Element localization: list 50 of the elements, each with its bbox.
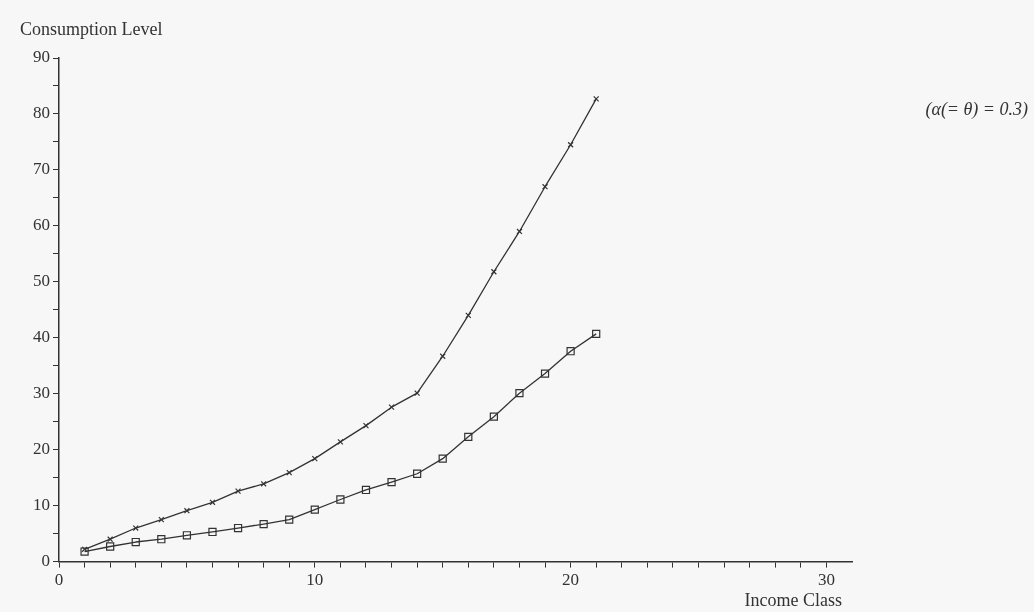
point (157, 535, 166, 544)
y-tick-label: 50 (33, 271, 50, 291)
y-tick-label: 40 (33, 327, 50, 347)
point (286, 469, 293, 476)
point (412, 469, 422, 478)
point (182, 531, 192, 540)
x-tick-label: 0 (54, 570, 64, 590)
y-tick-label: 10 (33, 495, 50, 515)
point (567, 141, 574, 148)
point (540, 369, 550, 378)
point (489, 412, 499, 421)
y-tick-label: 20 (33, 439, 50, 459)
y-tick-label: 0 (41, 551, 50, 571)
x-tick-label: 20 (562, 570, 580, 590)
x-tick-label: 10 (306, 570, 324, 590)
point (465, 312, 472, 319)
point (208, 527, 217, 537)
point (336, 495, 345, 504)
y-tick-label: 80 (33, 103, 50, 123)
y-tick-label: 90 (33, 47, 50, 67)
point (260, 480, 267, 487)
point (490, 268, 497, 275)
y-tick-label: 70 (33, 159, 50, 179)
y-tick-label: 60 (33, 215, 50, 235)
point (183, 507, 190, 514)
point (132, 524, 139, 532)
point (566, 347, 575, 356)
point (337, 438, 344, 445)
point (285, 515, 294, 524)
point (464, 432, 473, 441)
point (131, 537, 140, 547)
point (362, 422, 370, 429)
y-axis-title: Consumption Level (20, 19, 163, 39)
point (106, 542, 115, 551)
y-tick-label: 30 (33, 383, 50, 403)
point (541, 183, 549, 190)
x-axis-title: Income Class (744, 589, 842, 610)
point (209, 499, 216, 506)
point (387, 478, 396, 487)
text: (α(= θ) = 0.3) (925, 98, 1028, 120)
point (233, 523, 243, 533)
point (259, 519, 268, 529)
x-tick-label: 30 (817, 570, 835, 590)
point (592, 329, 601, 338)
point (515, 389, 524, 398)
point (438, 454, 447, 463)
point (361, 485, 371, 495)
point (311, 455, 318, 462)
point (388, 404, 395, 411)
point (310, 505, 319, 514)
